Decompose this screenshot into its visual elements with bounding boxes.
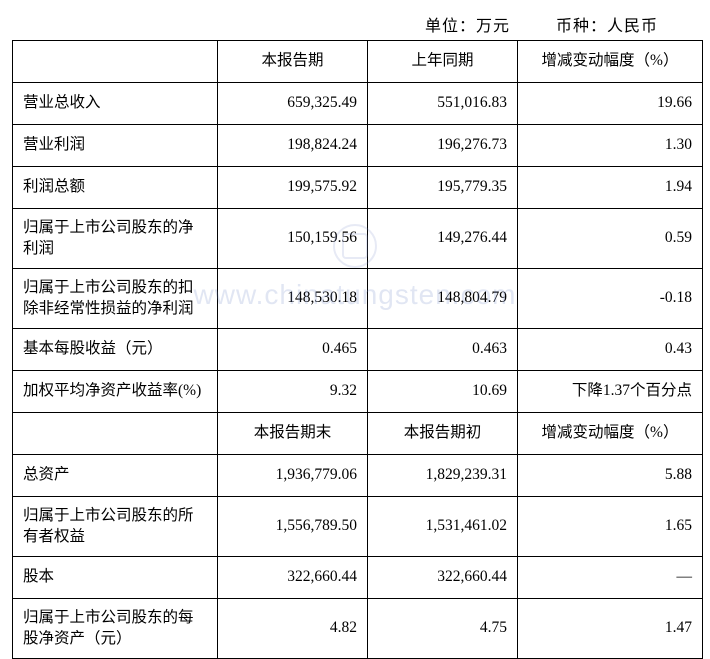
- row-label: 归属于上市公司股东的每股净资产（元）: [13, 599, 218, 659]
- table-row: 营业利润198,824.24196,276.731.30: [13, 125, 703, 167]
- row-value-current: 659,325.49: [218, 83, 368, 125]
- row-value-prior: 0.463: [368, 329, 518, 371]
- row-change: 0.59: [518, 209, 703, 269]
- header-row-bottom-cell-2: 本报告期初: [368, 413, 518, 455]
- header-row-top-cell-3: 增减变动幅度（%）: [518, 41, 703, 83]
- row-change: 下降1.37个百分点: [518, 371, 703, 413]
- row-value-prior: 149,276.44: [368, 209, 518, 269]
- header-row-top-cell-0: [13, 41, 218, 83]
- row-label: 加权平均净资产收益率(%): [13, 371, 218, 413]
- table-row: 利润总额199,575.92195,779.351.94: [13, 167, 703, 209]
- row-label: 归属于上市公司股东的净利润: [13, 209, 218, 269]
- header-row-top-cell-2: 上年同期: [368, 41, 518, 83]
- row-change: 1.94: [518, 167, 703, 209]
- row-value-prior: 10.69: [368, 371, 518, 413]
- row-value-prior: 196,276.73: [368, 125, 518, 167]
- table-row: 营业总收入659,325.49551,016.8319.66: [13, 83, 703, 125]
- header-row-bottom-cell-3: 增减变动幅度（%）: [518, 413, 703, 455]
- row-label: 营业总收入: [13, 83, 218, 125]
- row-label: 基本每股收益（元）: [13, 329, 218, 371]
- currency-label: 币种：人民币: [556, 18, 658, 35]
- row-label: 股本: [13, 557, 218, 599]
- row-label: 总资产: [13, 455, 218, 497]
- row-label: 利润总额: [13, 167, 218, 209]
- table-row: 股本322,660.44322,660.44—: [13, 557, 703, 599]
- row-value-prior: 148,804.79: [368, 269, 518, 329]
- row-value-prior: 195,779.35: [368, 167, 518, 209]
- row-label: 归属于上市公司股东的所有者权益: [13, 497, 218, 557]
- row-change: 5.88: [518, 455, 703, 497]
- row-value-prior: 1,531,461.02: [368, 497, 518, 557]
- table-meta-header: 单位：万元 币种：人民币: [12, 12, 698, 36]
- table-row: 归属于上市公司股东的净利润150,159.56149,276.440.59: [13, 209, 703, 269]
- row-value-current: 1,556,789.50: [218, 497, 368, 557]
- row-change: -0.18: [518, 269, 703, 329]
- row-label: 营业利润: [13, 125, 218, 167]
- row-value-current: 4.82: [218, 599, 368, 659]
- row-value-current: 150,159.56: [218, 209, 368, 269]
- row-change: 1.65: [518, 497, 703, 557]
- row-value-current: 198,824.24: [218, 125, 368, 167]
- row-value-prior: 322,660.44: [368, 557, 518, 599]
- header-row-top-cell-1: 本报告期: [218, 41, 368, 83]
- row-value-current: 199,575.92: [218, 167, 368, 209]
- row-change: 0.43: [518, 329, 703, 371]
- row-value-current: 148,530.18: [218, 269, 368, 329]
- table-row: 归属于上市公司股东的扣除非经常性损益的净利润148,530.18148,804.…: [13, 269, 703, 329]
- table-row: 归属于上市公司股东的每股净资产（元）4.824.751.47: [13, 599, 703, 659]
- table-row: 归属于上市公司股东的所有者权益1,556,789.501,531,461.021…: [13, 497, 703, 557]
- header-row-top: 本报告期上年同期增减变动幅度（%）: [13, 41, 703, 83]
- table-row: 总资产1,936,779.061,829,239.315.88: [13, 455, 703, 497]
- financial-table: 本报告期上年同期增减变动幅度（%）营业总收入659,325.49551,016.…: [12, 40, 703, 659]
- row-change: —: [518, 557, 703, 599]
- row-change: 1.30: [518, 125, 703, 167]
- row-change: 1.47: [518, 599, 703, 659]
- row-label: 归属于上市公司股东的扣除非经常性损益的净利润: [13, 269, 218, 329]
- unit-label: 单位：万元: [425, 18, 510, 35]
- row-value-prior: 4.75: [368, 599, 518, 659]
- table-row: 基本每股收益（元）0.4650.4630.43: [13, 329, 703, 371]
- row-value-current: 0.465: [218, 329, 368, 371]
- row-value-current: 1,936,779.06: [218, 455, 368, 497]
- row-change: 19.66: [518, 83, 703, 125]
- header-row-bottom-cell-0: [13, 413, 218, 455]
- row-value-current: 9.32: [218, 371, 368, 413]
- row-value-current: 322,660.44: [218, 557, 368, 599]
- header-row-bottom: 本报告期末本报告期初增减变动幅度（%）: [13, 413, 703, 455]
- row-value-prior: 1,829,239.31: [368, 455, 518, 497]
- row-value-prior: 551,016.83: [368, 83, 518, 125]
- header-row-bottom-cell-1: 本报告期末: [218, 413, 368, 455]
- table-row: 加权平均净资产收益率(%)9.3210.69下降1.37个百分点: [13, 371, 703, 413]
